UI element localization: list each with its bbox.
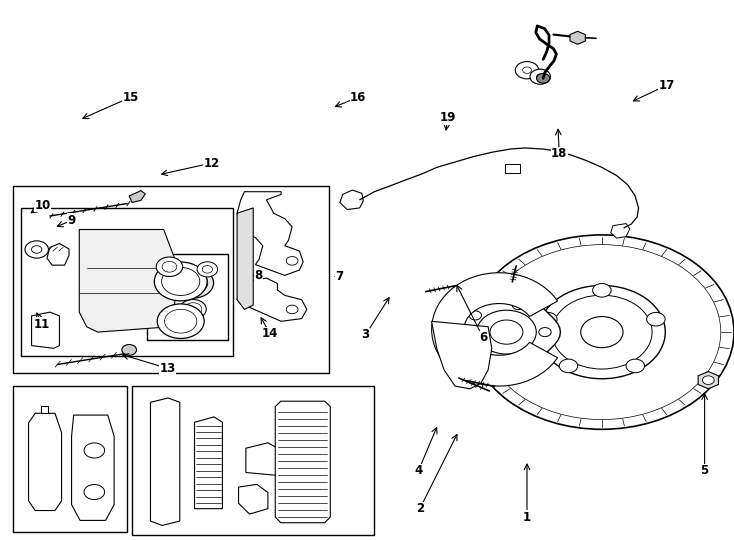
Text: 15: 15 [123, 91, 139, 104]
Circle shape [552, 295, 652, 369]
Polygon shape [32, 312, 59, 348]
Text: 10: 10 [34, 199, 51, 212]
Circle shape [162, 261, 177, 272]
Polygon shape [237, 208, 253, 309]
Text: 13: 13 [159, 362, 175, 375]
Circle shape [164, 309, 197, 333]
Polygon shape [237, 192, 303, 275]
Polygon shape [195, 417, 222, 509]
Circle shape [539, 312, 557, 326]
Polygon shape [150, 398, 180, 525]
Circle shape [184, 303, 202, 316]
Circle shape [537, 73, 550, 83]
Circle shape [469, 311, 482, 320]
Circle shape [286, 305, 298, 314]
Polygon shape [275, 401, 330, 523]
Circle shape [592, 284, 611, 297]
Circle shape [537, 74, 544, 79]
Circle shape [157, 304, 204, 339]
Polygon shape [283, 402, 318, 437]
Text: 11: 11 [34, 318, 50, 330]
Polygon shape [432, 321, 492, 389]
Polygon shape [129, 191, 145, 202]
Circle shape [25, 241, 48, 258]
Circle shape [647, 312, 665, 326]
Circle shape [178, 272, 208, 294]
Circle shape [523, 67, 531, 73]
Circle shape [470, 235, 734, 429]
Text: 4: 4 [414, 464, 423, 477]
Text: 16: 16 [350, 91, 366, 104]
Circle shape [512, 355, 525, 363]
Text: 2: 2 [415, 502, 424, 515]
Circle shape [84, 443, 105, 458]
Text: 8: 8 [254, 269, 263, 282]
Circle shape [512, 301, 525, 309]
Circle shape [515, 62, 539, 79]
Bar [13, 186, 329, 373]
Circle shape [483, 245, 721, 420]
Polygon shape [41, 406, 48, 413]
Polygon shape [505, 164, 520, 173]
Text: 9: 9 [68, 214, 76, 227]
Circle shape [180, 300, 206, 319]
Circle shape [197, 262, 218, 277]
Text: 17: 17 [658, 79, 675, 92]
Polygon shape [457, 293, 561, 371]
Bar [21, 208, 233, 356]
Text: 5: 5 [700, 464, 709, 477]
Circle shape [476, 310, 537, 354]
Circle shape [490, 320, 523, 344]
Circle shape [539, 328, 551, 336]
Polygon shape [570, 31, 585, 44]
Circle shape [539, 286, 665, 379]
Polygon shape [29, 413, 62, 510]
Text: 18: 18 [551, 147, 567, 160]
Bar [13, 386, 127, 532]
Polygon shape [71, 415, 115, 521]
Polygon shape [239, 484, 268, 514]
Circle shape [559, 359, 578, 373]
Polygon shape [47, 244, 69, 265]
Circle shape [530, 69, 550, 84]
Text: 14: 14 [262, 327, 278, 340]
Polygon shape [340, 190, 363, 210]
Circle shape [154, 262, 207, 301]
Polygon shape [432, 273, 558, 386]
Text: 12: 12 [203, 157, 219, 170]
Text: 19: 19 [440, 111, 456, 124]
Bar [147, 254, 228, 340]
Circle shape [122, 345, 137, 355]
Text: 6: 6 [479, 331, 487, 344]
Polygon shape [611, 224, 630, 238]
Polygon shape [698, 372, 719, 389]
Circle shape [203, 266, 213, 273]
Circle shape [702, 376, 714, 384]
Circle shape [172, 268, 214, 298]
Text: 3: 3 [361, 328, 370, 341]
Polygon shape [79, 230, 175, 332]
Circle shape [581, 316, 623, 348]
Circle shape [32, 246, 42, 253]
Circle shape [156, 257, 183, 276]
Circle shape [161, 267, 200, 295]
Text: 7: 7 [335, 270, 344, 283]
Text: 1: 1 [523, 511, 531, 524]
Circle shape [84, 484, 105, 500]
Circle shape [626, 359, 644, 373]
Bar [132, 386, 374, 535]
Polygon shape [246, 443, 283, 475]
Circle shape [286, 256, 298, 265]
Polygon shape [237, 278, 307, 321]
Circle shape [469, 344, 482, 353]
